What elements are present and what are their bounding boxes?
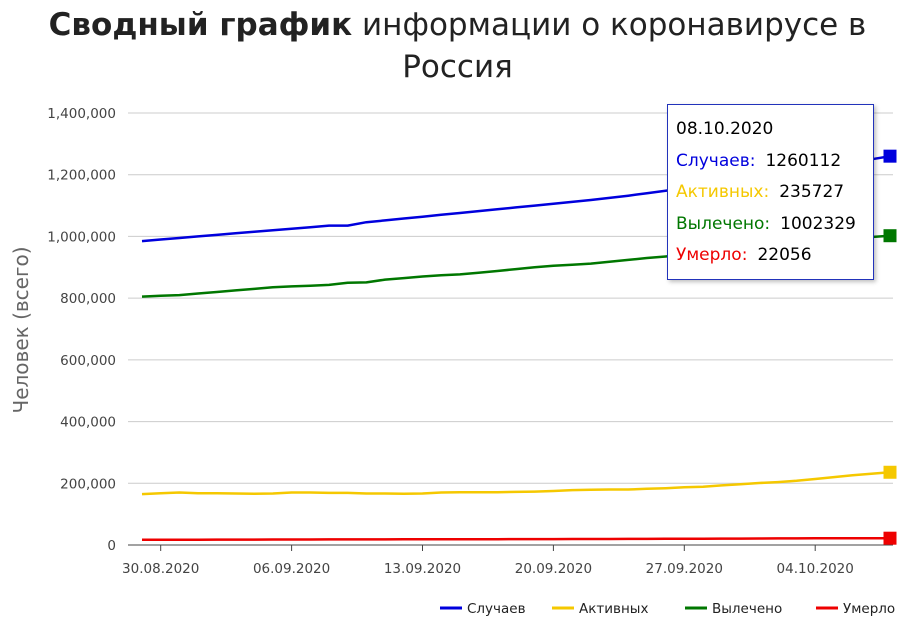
tooltip-row-cases: Случаев: 1260112 bbox=[676, 151, 873, 183]
y-tick-label: 1,000,000 bbox=[47, 229, 116, 245]
y-tick-label: 800,000 bbox=[60, 291, 116, 307]
legend-label: Умерло bbox=[843, 601, 895, 617]
x-tick-label: 30.08.2020 bbox=[122, 561, 199, 577]
series-end-marker-1 bbox=[883, 465, 897, 479]
legend-label: Вылечено bbox=[712, 601, 782, 617]
y-tick-label: 400,000 bbox=[60, 415, 116, 431]
x-tick-label: 27.09.2020 bbox=[646, 561, 723, 577]
y-tick-label: 0 bbox=[107, 538, 116, 554]
y-tick-label: 1,200,000 bbox=[47, 168, 116, 184]
tooltip-label: Активных: bbox=[676, 182, 770, 202]
chart-title: Сводный график информации о коронавирусе… bbox=[0, 4, 915, 88]
series-end-marker-0 bbox=[883, 149, 897, 163]
y-tick-label: 1,400,000 bbox=[47, 106, 116, 122]
tooltip-value: 235727 bbox=[779, 182, 845, 202]
tooltip-label: Вылечено: bbox=[676, 213, 771, 234]
legend-label: Активных bbox=[579, 601, 648, 617]
y-tick-label: 600,000 bbox=[60, 353, 116, 369]
legend-label: Случаев bbox=[467, 601, 526, 617]
x-tick-label: 06.09.2020 bbox=[253, 561, 330, 577]
tooltip-row-deaths: Умерло: 22056 bbox=[676, 245, 873, 277]
y-axis-label: Человек (всего) bbox=[9, 246, 33, 413]
series-end-marker-2 bbox=[883, 229, 897, 243]
x-tick-label: 20.09.2020 bbox=[515, 561, 592, 577]
tooltip-value: 22056 bbox=[757, 245, 812, 265]
x-tick-label: 04.10.2020 bbox=[777, 561, 854, 577]
chart-title-bold: Сводный график bbox=[48, 7, 353, 43]
tooltip-value: 1260112 bbox=[765, 150, 842, 171]
series-line-1 bbox=[141, 471, 891, 496]
tooltip-row-recovered: Вылечено: 1002329 bbox=[676, 214, 873, 246]
tooltip-date: 08.10.2020 bbox=[676, 119, 774, 139]
y-tick-label: 200,000 bbox=[60, 476, 116, 492]
tooltip-label: Умерло: bbox=[676, 245, 748, 265]
tooltip-value: 1002329 bbox=[780, 213, 856, 234]
tooltip-row-active: Активных: 235727 bbox=[676, 182, 873, 214]
tooltip-label: Случаев: bbox=[676, 150, 756, 171]
series-line-3 bbox=[141, 536, 890, 542]
data-tooltip: 08.10.2020 Случаев: 1260112 Активных: 2357… bbox=[667, 104, 874, 280]
chart-title-regular: информации о коронавирусе в Россия bbox=[362, 7, 867, 85]
series-end-marker-3 bbox=[883, 531, 897, 545]
x-tick-label: 13.09.2020 bbox=[384, 561, 461, 577]
